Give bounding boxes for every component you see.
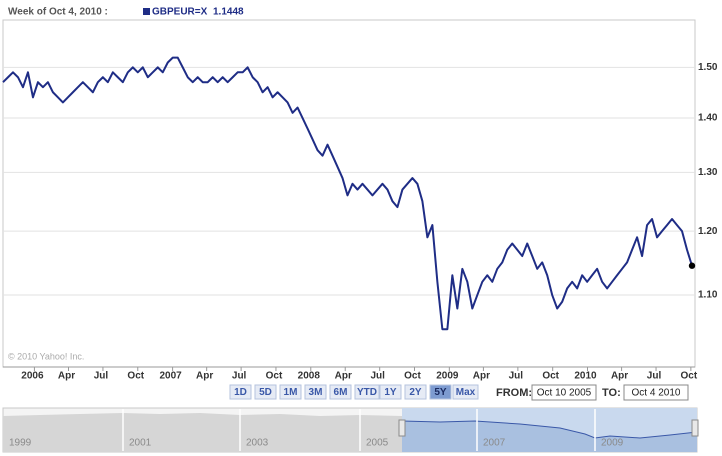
x-tick-label: Oct — [681, 371, 698, 382]
x-tick-label: Jul — [509, 371, 524, 382]
range-button-label[interactable]: 5Y — [434, 387, 447, 398]
navigator-label: 2001 — [129, 438, 152, 449]
navigator-selected-area — [402, 421, 697, 452]
range-button[interactable] — [452, 384, 479, 400]
x-tick-label: Jul — [232, 371, 247, 382]
x-tick-label: Apr — [335, 371, 352, 382]
navigator-area — [3, 413, 402, 452]
x-tick-label: 2008 — [298, 371, 321, 382]
x-tick-label: Oct — [266, 371, 283, 382]
from-label: FROM: — [496, 387, 532, 399]
x-tick-label: Oct — [404, 371, 421, 382]
navigator-handle[interactable] — [398, 419, 406, 437]
range-button[interactable] — [304, 384, 327, 400]
x-tick-label: Oct — [542, 371, 559, 382]
x-tick-label: Jul — [647, 371, 662, 382]
range-button-label[interactable]: 1D — [234, 387, 247, 398]
range-button[interactable] — [404, 384, 427, 400]
price-line — [2, 56, 693, 331]
navigator-label: 2009 — [601, 438, 624, 449]
x-tick-label: Apr — [58, 371, 75, 382]
to-label: TO: — [602, 387, 621, 399]
from-value[interactable]: Oct 10 2005 — [537, 388, 592, 399]
x-tick-label: Apr — [196, 371, 213, 382]
navigator-label: 1999 — [9, 438, 32, 449]
x-tick-label: Apr — [611, 371, 628, 382]
header: Week of Oct 4, 2010 : — [8, 7, 108, 18]
x-tick-label: 2010 — [574, 371, 597, 382]
y-tick-label: 1.30 — [698, 167, 718, 178]
range-button[interactable] — [254, 384, 277, 400]
range-button-label[interactable]: 3M — [309, 387, 323, 398]
range-button-label[interactable]: 1Y — [384, 387, 397, 398]
x-tick-label: 2009 — [436, 371, 459, 382]
navigator-handle[interactable] — [691, 419, 699, 437]
legend-swatch — [143, 8, 150, 15]
navigator-label: 2007 — [483, 438, 506, 449]
y-tick-label: 1.10 — [698, 290, 718, 301]
range-button[interactable] — [229, 384, 252, 400]
y-tick-label: 1.50 — [698, 62, 718, 73]
range-button-label[interactable]: Max — [456, 387, 476, 398]
legend-name: GBPEUR=X — [152, 7, 208, 18]
to-value[interactable]: Oct 4 2010 — [632, 388, 681, 399]
x-tick-label: Jul — [370, 371, 385, 382]
y-tick-label: 1.20 — [698, 226, 718, 237]
x-tick-label: 2006 — [21, 371, 44, 382]
to-input[interactable] — [623, 384, 689, 401]
last-point — [688, 262, 696, 269]
x-tick-label: Jul — [94, 371, 109, 382]
x-tick-label: Apr — [473, 371, 490, 382]
from-input[interactable] — [531, 384, 597, 401]
x-tick-label: 2007 — [159, 371, 182, 382]
range-button[interactable] — [354, 384, 380, 400]
range-button[interactable] — [429, 384, 452, 400]
navigator-label: 2003 — [246, 438, 269, 449]
y-tick-label: 1.40 — [698, 113, 718, 124]
navigator-label: 2005 — [366, 438, 389, 449]
watermark: © 2010 Yahoo! Inc. — [8, 351, 84, 361]
range-button-label[interactable]: 1M — [284, 387, 298, 398]
range-button-label[interactable]: 2Y — [409, 387, 422, 398]
range-button-label[interactable]: 5D — [259, 387, 272, 398]
range-button-label[interactable]: 6M — [334, 387, 348, 398]
x-tick-label: Oct — [127, 371, 144, 382]
range-button[interactable] — [279, 384, 302, 400]
legend-value: 1.1448 — [213, 7, 244, 18]
range-button-label[interactable]: YTD — [357, 387, 377, 398]
range-button[interactable] — [329, 384, 352, 400]
navigator-line — [401, 420, 698, 439]
range-button[interactable] — [379, 384, 402, 400]
